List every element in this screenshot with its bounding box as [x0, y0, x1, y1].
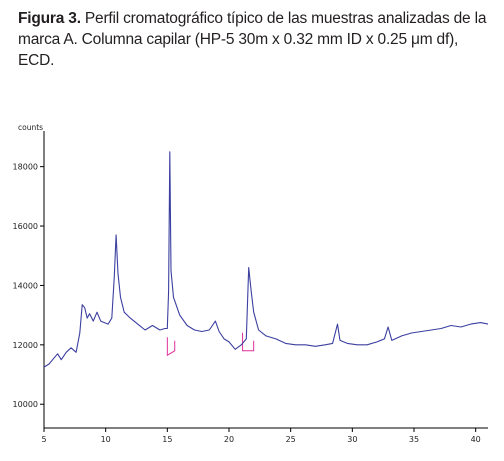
x-tick-label: 30 [347, 435, 357, 444]
peak-baseline-mark [166, 337, 176, 357]
peak-baseline-mark [242, 332, 255, 352]
x-tick-label: 35 [409, 435, 419, 444]
chromatogram-trace [43, 151, 489, 368]
x-tick-label: 10 [101, 435, 111, 444]
x-tick-label: 25 [286, 435, 296, 444]
x-tick-label: 40 [471, 435, 481, 444]
figure-caption-text: Perfil cromatográfico típico de las mues… [18, 10, 487, 69]
integration-marks [166, 332, 255, 357]
x-tick-label: 5 [41, 435, 46, 444]
figure-label: Figura 3. [18, 10, 81, 27]
y-tick-label: 10000 [13, 400, 38, 409]
y-tick-label: 18000 [13, 163, 38, 172]
y-tick-label: 12000 [13, 341, 38, 350]
x-tick-label: 15 [162, 435, 172, 444]
y-axis-unit-label: counts [18, 123, 43, 132]
y-tick-label: 14000 [13, 281, 38, 290]
figure-caption: Figura 3. Perfil cromatográfico típico d… [18, 8, 494, 71]
x-tick-label: 20 [224, 435, 234, 444]
axis-ticks: 5 10 15 20 25 30 35 40 10000 12000 14000 16000 18000 [13, 163, 481, 444]
y-tick-label: 16000 [13, 222, 38, 231]
